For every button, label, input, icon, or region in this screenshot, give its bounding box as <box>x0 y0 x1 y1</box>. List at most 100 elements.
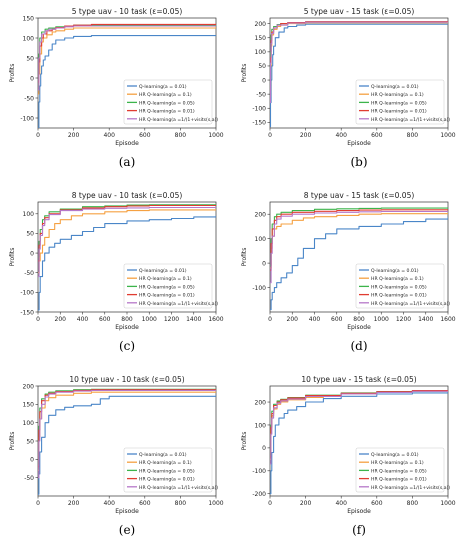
y-tick-label: 100 <box>23 35 35 42</box>
legend-label: HR Q-learning(a = 0.01) <box>139 293 195 299</box>
legend-box <box>123 79 213 125</box>
x-tick-label: 1000 <box>440 500 455 507</box>
x-tick-label: 400 <box>335 500 347 507</box>
legend-label: HR Q-learning(a = 0.05) <box>139 100 195 106</box>
x-tick-label: 800 <box>407 500 419 507</box>
x-axis-label: Episode <box>115 324 139 331</box>
y-tick-label: 0 <box>30 250 34 257</box>
y-tick-label: 50 <box>26 438 34 445</box>
x-tick-label: 600 <box>371 500 383 507</box>
panel-d: 8 type uav - 15 task (ε=0.05) -100 0 100 200… <box>241 191 456 353</box>
y-tick-label: 50 <box>26 55 34 62</box>
series-line-1 <box>38 209 216 274</box>
x-tick-label: 600 <box>139 500 151 507</box>
x-tick-label: 1200 <box>396 316 411 323</box>
x-tick-label: 1400 <box>418 316 433 323</box>
series-line-0 <box>38 215 216 311</box>
y-tick-label: -50 <box>24 475 34 482</box>
y-tick-label: 0 <box>30 75 34 82</box>
y-tick-label: 150 <box>255 35 267 42</box>
x-tick-label: 800 <box>353 316 365 323</box>
legend-label: HR Q-learning(a = 0.01) <box>139 477 195 483</box>
x-tick-label: 400 <box>103 132 115 139</box>
y-tick-label: 0 <box>262 445 266 452</box>
x-tick-label: 200 <box>68 500 80 507</box>
x-tick-label: 600 <box>331 316 343 323</box>
chart-title: 8 type uav - 15 task (ε=0.05) <box>304 191 415 200</box>
x-tick-label: 1600 <box>208 316 223 323</box>
legend-label: HR Q-learning(a = 0.05) <box>139 284 195 290</box>
y-tick-label: 200 <box>255 21 267 28</box>
y-axis-label: Profits <box>9 248 16 267</box>
series-line-0 <box>270 23 448 128</box>
y-tick-label: -50 <box>24 95 34 102</box>
y-tick-label: 200 <box>255 212 267 219</box>
x-tick-label: 200 <box>55 316 67 323</box>
y-tick-label: 100 <box>255 49 267 56</box>
x-tick-label: 800 <box>175 132 187 139</box>
y-tick-label: -100 <box>252 106 266 113</box>
legend-label: HR Q-learning(a =1/(1+visits(s,a)) <box>139 301 218 307</box>
x-tick-label: 1000 <box>374 316 389 323</box>
legend-box <box>123 447 213 493</box>
x-tick-label: 1200 <box>164 316 179 323</box>
x-tick-label: 1600 <box>440 316 455 323</box>
chart-title: 8 type uav - 10 task (ε=0.05) <box>72 191 183 200</box>
series-line-4 <box>38 25 216 91</box>
y-tick-label: 0 <box>262 77 266 84</box>
series-line-1 <box>38 26 216 95</box>
y-tick-label: -100 <box>252 285 266 292</box>
legend: Q-learning(a = 0.01) HR Q-learning(a = 0.… <box>355 447 450 493</box>
legend: Q-learning(a = 0.01) HR Q-learning(a = 0.… <box>123 447 218 493</box>
y-tick-label: 0 <box>30 457 34 464</box>
y-tick-label: -200 <box>252 491 266 498</box>
legend-label: HR Q-learning(a = 0.05) <box>139 468 195 474</box>
legend-box <box>355 447 445 493</box>
legend: Q-learning(a = 0.01) HR Q-learning(a = 0.… <box>355 263 450 309</box>
y-tick-label: 50 <box>258 63 266 70</box>
legend-label: HR Q-learning(a = 0.01) <box>371 293 427 299</box>
x-tick-label: 600 <box>371 132 383 139</box>
legend-label: HR Q-learning(a = 0.01) <box>139 109 195 115</box>
panel-caption: (f) <box>352 523 366 537</box>
x-axis-label: Episode <box>347 324 371 331</box>
series-line-4 <box>270 390 448 465</box>
x-tick-label: 200 <box>287 316 299 323</box>
x-axis-label: Episode <box>115 140 139 147</box>
legend-box <box>355 79 445 125</box>
legend-box <box>123 263 213 309</box>
legend-label: HR Q-learning(a =1/(1+visits(s,a)) <box>371 485 450 491</box>
legend-label: HR Q-learning(a = 0.1) <box>139 460 192 466</box>
legend-label: HR Q-learning(a = 0.1) <box>139 92 192 98</box>
legend-label: HR Q-learning(a = 0.1) <box>371 92 424 98</box>
y-tick-label: 0 <box>262 260 266 267</box>
legend: Q-learning(a = 0.01) HR Q-learning(a = 0.… <box>123 79 218 125</box>
legend-label: Q-learning(a = 0.01) <box>139 268 187 274</box>
series-line-4 <box>38 389 216 479</box>
y-tick-label: 50 <box>26 231 34 238</box>
legend-box <box>355 263 445 309</box>
series-lines <box>270 207 448 311</box>
legend: Q-learning(a = 0.01) HR Q-learning(a = 0.… <box>123 263 218 309</box>
y-tick-label: 200 <box>255 399 267 406</box>
panel-caption: (e) <box>119 523 135 537</box>
legend-label: HR Q-learning(a = 0.05) <box>371 284 427 290</box>
y-tick-label: -100 <box>252 468 266 475</box>
chart-title: 5 type uav - 10 task (ε=0.05) <box>72 7 183 16</box>
y-tick-label: -100 <box>20 115 34 122</box>
legend-label: HR Q-learning(a = 0.1) <box>371 276 424 282</box>
x-tick-label: 400 <box>77 316 89 323</box>
series-line-4 <box>270 210 448 284</box>
y-tick-label: 100 <box>23 420 35 427</box>
x-tick-label: 0 <box>268 316 272 323</box>
x-tick-label: 0 <box>268 500 272 507</box>
x-axis-label: Episode <box>115 508 139 515</box>
series-line-4 <box>38 206 216 278</box>
x-tick-label: 1000 <box>208 500 223 507</box>
x-tick-label: 0 <box>36 316 40 323</box>
x-tick-label: 800 <box>175 500 187 507</box>
legend: Q-learning(a = 0.01) HR Q-learning(a = 0.… <box>355 79 450 125</box>
panel-a: 5 type uav - 10 task (ε=0.05) -100 -50 0 50 1… <box>9 7 224 169</box>
x-tick-label: 400 <box>309 316 321 323</box>
